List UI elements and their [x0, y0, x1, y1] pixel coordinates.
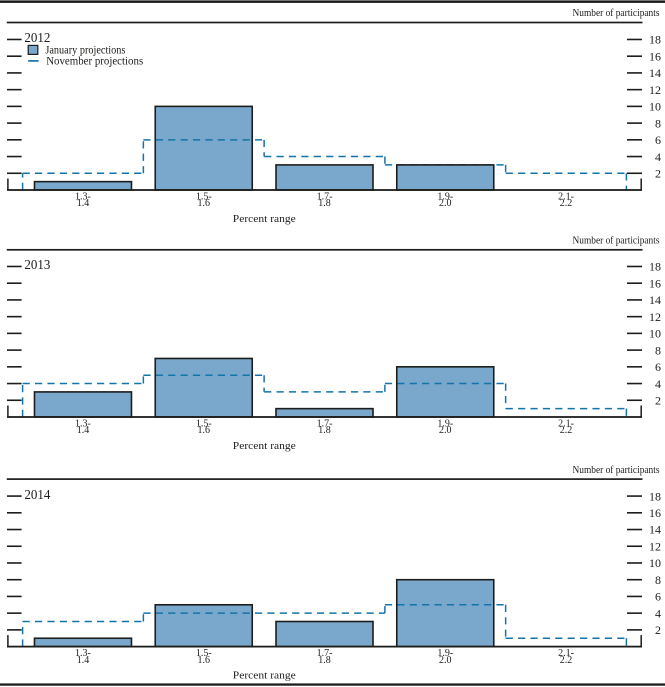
svg-text:2014: 2014	[24, 487, 50, 502]
svg-text:16: 16	[649, 506, 661, 520]
svg-text:Percent range: Percent range	[233, 213, 296, 225]
svg-text:18: 18	[649, 489, 661, 503]
svg-text:1.9-: 1.9-	[437, 418, 453, 429]
svg-text:18: 18	[649, 260, 661, 274]
svg-text:January projections: January projections	[45, 43, 125, 57]
svg-text:12: 12	[649, 83, 661, 97]
svg-text:2: 2	[655, 623, 661, 637]
svg-text:14: 14	[649, 523, 661, 537]
svg-text:1.4: 1.4	[77, 655, 90, 666]
svg-text:1.7-: 1.7-	[317, 418, 333, 429]
svg-text:Number of participants: Number of participants	[573, 465, 660, 476]
svg-text:8: 8	[655, 116, 661, 130]
svg-text:1.4: 1.4	[77, 425, 90, 436]
svg-text:2.0: 2.0	[439, 198, 452, 209]
svg-text:1.7-: 1.7-	[317, 648, 333, 659]
svg-text:12: 12	[649, 310, 661, 324]
svg-text:10: 10	[649, 556, 661, 570]
svg-text:1.5-: 1.5-	[196, 191, 212, 202]
svg-text:2013: 2013	[24, 257, 50, 272]
svg-text:1.6: 1.6	[197, 425, 210, 436]
svg-text:1.3-: 1.3-	[75, 418, 91, 429]
svg-text:4: 4	[655, 150, 661, 164]
svg-text:1.4: 1.4	[77, 198, 90, 209]
svg-text:2.2: 2.2	[560, 425, 573, 436]
svg-text:November projections: November projections	[46, 54, 143, 68]
svg-text:Number of participants: Number of participants	[573, 8, 660, 19]
svg-text:18: 18	[649, 33, 661, 47]
svg-text:2.1-: 2.1-	[558, 191, 574, 202]
svg-text:Percent range: Percent range	[233, 440, 296, 452]
svg-text:2.2: 2.2	[560, 198, 573, 209]
svg-text:16: 16	[649, 49, 661, 63]
svg-text:14: 14	[649, 66, 661, 80]
svg-text:4: 4	[655, 606, 661, 620]
svg-text:1.8: 1.8	[318, 655, 331, 666]
svg-text:1.8: 1.8	[318, 425, 331, 436]
svg-text:8: 8	[655, 343, 661, 357]
svg-text:14: 14	[649, 293, 661, 307]
svg-text:2012: 2012	[24, 30, 50, 45]
svg-text:2: 2	[655, 393, 661, 407]
svg-text:2.0: 2.0	[439, 425, 452, 436]
svg-text:6: 6	[655, 360, 661, 374]
svg-text:2.0: 2.0	[439, 655, 452, 666]
svg-text:1.9-: 1.9-	[437, 648, 453, 659]
svg-text:8: 8	[655, 573, 661, 587]
svg-text:1.5-: 1.5-	[196, 648, 212, 659]
svg-text:1.3-: 1.3-	[75, 191, 91, 202]
svg-text:2.1-: 2.1-	[558, 648, 574, 659]
svg-text:16: 16	[649, 276, 661, 290]
svg-text:12: 12	[649, 539, 661, 553]
svg-text:1.8: 1.8	[318, 198, 331, 209]
svg-text:1.6: 1.6	[197, 655, 210, 666]
svg-text:2.1-: 2.1-	[558, 418, 574, 429]
svg-text:10: 10	[649, 100, 661, 114]
svg-text:Number of participants: Number of participants	[573, 236, 660, 247]
svg-text:1.3-: 1.3-	[75, 648, 91, 659]
svg-text:1.5-: 1.5-	[196, 418, 212, 429]
svg-text:6: 6	[655, 133, 661, 147]
svg-text:4: 4	[655, 377, 661, 391]
svg-text:1.9-: 1.9-	[437, 191, 453, 202]
svg-text:Percent range: Percent range	[233, 669, 296, 681]
svg-text:10: 10	[649, 327, 661, 341]
svg-text:1.7-: 1.7-	[317, 191, 333, 202]
svg-text:2.2: 2.2	[560, 655, 573, 666]
svg-text:1.6: 1.6	[197, 198, 210, 209]
svg-text:6: 6	[655, 590, 661, 604]
svg-text:2: 2	[655, 166, 661, 180]
